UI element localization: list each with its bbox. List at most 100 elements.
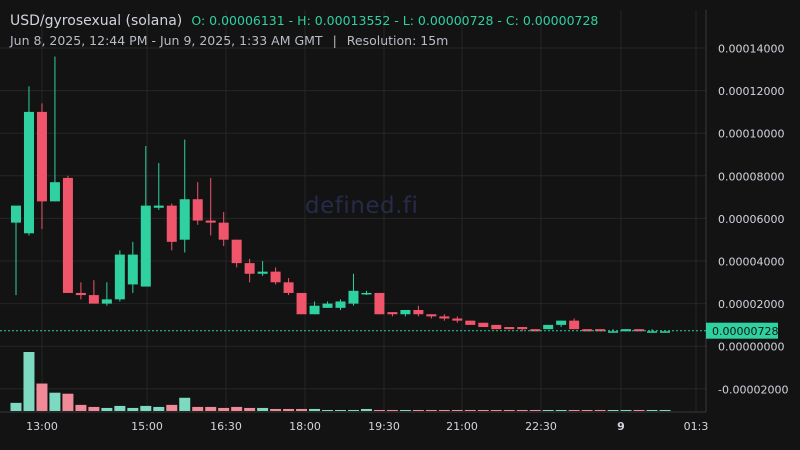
volume-bar — [166, 404, 178, 411]
x-tick-label: 21:00 — [446, 420, 478, 433]
candle-body — [387, 312, 398, 315]
candle-body — [660, 331, 670, 333]
volume-bar — [101, 407, 113, 411]
volume-bar — [296, 408, 308, 411]
volume-bar — [231, 406, 243, 411]
volume-bar — [114, 405, 126, 411]
candle-body — [166, 205, 177, 242]
candle-body — [114, 254, 125, 300]
volume-bar — [503, 409, 515, 411]
volume-bar — [283, 408, 295, 411]
volume-bar — [451, 409, 463, 411]
y-tick-label: 0.00012000 — [718, 85, 784, 98]
candle-body — [218, 222, 229, 240]
volume-bars — [10, 352, 671, 411]
volume-bar — [10, 402, 22, 411]
y-tick-label: 0.00004000 — [718, 256, 784, 269]
candle-body — [413, 309, 424, 315]
date-range: Jun 8, 2025, 12:44 PM - Jun 9, 2025, 1:3… — [10, 33, 323, 48]
x-tick-label: 18:00 — [289, 420, 321, 433]
volume-bar — [620, 409, 632, 411]
volume-bar — [179, 397, 191, 411]
candle-body — [88, 295, 99, 304]
candle-body — [504, 327, 515, 330]
candle-body — [374, 292, 385, 315]
symbol-title: USD/gyrosexual (solana) — [10, 13, 183, 29]
x-tick-label: 16:30 — [210, 420, 242, 433]
volume-bar — [244, 407, 256, 411]
x-tick-label: 01:3 — [684, 420, 709, 433]
y-tick-label: 0.00008000 — [718, 170, 784, 183]
y-tick-label: 0.00006000 — [718, 213, 784, 226]
volume-bar — [568, 409, 580, 411]
x-tick-label: 13:00 — [26, 420, 58, 433]
volume-bar — [516, 409, 528, 411]
candle-body — [231, 239, 242, 264]
volume-bar — [633, 409, 645, 411]
candle-body — [335, 301, 346, 308]
volume-bar — [127, 407, 139, 411]
volume-bar — [399, 409, 411, 411]
candle-body — [400, 309, 411, 315]
y-tick-label: 0.00002000 — [718, 298, 784, 311]
volume-bar — [542, 409, 554, 411]
last-price-label: 0.00000728 — [712, 325, 778, 338]
candle-body — [309, 305, 320, 315]
volume-bar — [192, 406, 204, 411]
volume-bar — [555, 409, 567, 411]
candle-body — [101, 299, 112, 304]
volume-bar — [88, 406, 100, 411]
ohlc-values: O: 0.00006131 - H: 0.00013552 - L: 0.000… — [191, 13, 599, 28]
candle-body — [608, 331, 619, 333]
volume-bar — [386, 409, 398, 411]
volume-bar — [23, 352, 35, 411]
candle-body — [569, 320, 580, 330]
volume-bar — [581, 409, 593, 411]
volume-bar — [373, 409, 385, 411]
candle-body — [322, 303, 333, 308]
candle-body — [426, 314, 437, 317]
volume-bar — [425, 409, 437, 411]
volume-bar — [490, 409, 502, 411]
volume-bar — [218, 407, 230, 411]
volume-bar — [309, 408, 321, 411]
candle-body — [491, 324, 502, 330]
x-tick-label: 9 — [617, 420, 625, 433]
volume-bar — [270, 408, 282, 411]
candle-body — [556, 320, 567, 325]
y-tick-label: 0.00000000 — [718, 341, 784, 354]
chart-subheader: Jun 8, 2025, 12:44 PM - Jun 9, 2025, 1:3… — [10, 33, 448, 48]
candle-body — [283, 282, 294, 293]
y-tick-label: -0.00002000 — [718, 383, 788, 396]
candle-body — [582, 329, 593, 332]
y-tick-label: 0.00014000 — [718, 43, 784, 56]
candles — [11, 56, 670, 333]
candle-body — [647, 331, 658, 333]
candle-body — [192, 199, 203, 221]
volume-bar — [153, 406, 165, 411]
candle-body — [517, 327, 528, 330]
resolution-label: Resolution: 15m — [346, 33, 449, 48]
volume-bar — [360, 408, 372, 411]
volume-bar — [529, 409, 541, 411]
volume-bar — [36, 383, 48, 411]
candle-body — [36, 111, 47, 202]
volume-bar — [75, 404, 87, 411]
candle-body — [49, 182, 60, 202]
candle-body — [205, 220, 216, 223]
candle-body — [348, 290, 359, 304]
volume-bar — [646, 409, 658, 411]
candle-body — [11, 205, 21, 223]
candle-body — [478, 322, 489, 328]
candle-body — [62, 177, 73, 293]
volume-bar — [477, 409, 489, 411]
candle-body — [452, 318, 463, 321]
candle-body — [530, 329, 541, 332]
candle-body — [257, 271, 268, 274]
volume-bar — [438, 409, 450, 411]
volume-bar — [607, 409, 619, 411]
y-tick-label: 0.00010000 — [718, 128, 784, 141]
candle-body — [439, 316, 450, 319]
chart-header: USD/gyrosexual (solana) O: 0.00006131 - … — [10, 10, 598, 29]
